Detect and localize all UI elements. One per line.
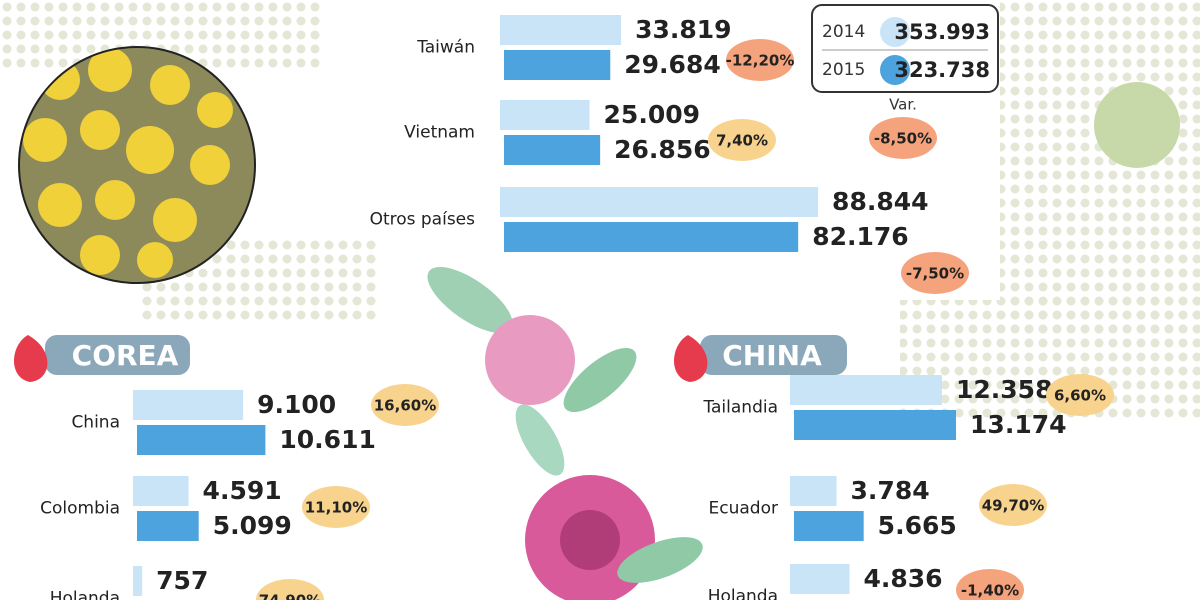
change-label: -7,50%	[906, 265, 964, 283]
category-label: Colombia	[40, 499, 120, 519]
change-label: 6,60%	[1054, 387, 1106, 405]
legend-total: 353.993	[894, 20, 990, 44]
bar	[500, 187, 819, 217]
change-label: 11,10%	[305, 499, 367, 517]
change-label: 7,40%	[716, 132, 768, 150]
flower-illustration	[427, 266, 703, 600]
bar	[500, 100, 590, 130]
map-background	[0, 0, 1200, 420]
value-label: 26.856	[614, 135, 710, 164]
value-label: 4.836	[863, 564, 942, 593]
change-badge	[901, 252, 969, 294]
legend-total: 323.738	[894, 58, 990, 82]
category-label: Taiwán	[416, 38, 475, 58]
bar	[794, 410, 957, 440]
value-label: 25.009	[604, 100, 700, 129]
bar	[133, 476, 189, 506]
chart-title: COREA	[72, 339, 179, 372]
change-badge	[979, 484, 1047, 526]
value-label: 3.784	[851, 476, 930, 505]
total-change-badge	[869, 117, 937, 159]
change-label: -1,40%	[961, 582, 1019, 600]
bar	[794, 511, 864, 541]
var-title: Var.	[889, 96, 917, 114]
change-badge	[371, 384, 439, 426]
value-label: 82.176	[812, 222, 908, 251]
value-label: 88.844	[832, 187, 928, 216]
change-label: 49,70%	[982, 497, 1044, 515]
legend-label: 2015	[822, 60, 865, 80]
value-label: 33.819	[635, 15, 731, 44]
category-label: Holanda	[50, 589, 120, 600]
bar	[500, 15, 622, 45]
category-label: China	[71, 413, 120, 433]
bar	[790, 375, 943, 405]
category-label: Vietnam	[404, 123, 475, 143]
legend-swatch	[880, 17, 910, 47]
legend: 2014 353.993 2015 323.738 Var. -8,50%	[811, 4, 999, 159]
bar	[133, 566, 143, 596]
category-label: Ecuador	[709, 499, 778, 519]
value-label: 757	[156, 566, 208, 595]
bar	[790, 564, 850, 594]
bar	[504, 135, 601, 165]
value-label: 29.684	[624, 50, 720, 79]
change-badge	[302, 486, 370, 528]
total-change: -8,50%	[874, 130, 932, 148]
bar	[504, 50, 611, 80]
category-label: Otros países	[370, 210, 476, 230]
bar	[137, 511, 199, 541]
change-badge	[256, 579, 324, 600]
legend-swatch	[880, 55, 910, 85]
category-label: Tailandia	[702, 398, 778, 418]
headers: COREA CHINA	[14, 335, 847, 382]
category-label: Holanda	[708, 587, 778, 600]
change-label: -12,20%	[726, 52, 795, 70]
bar	[137, 425, 266, 455]
value-label: 4.591	[203, 476, 282, 505]
change-badge	[956, 569, 1024, 600]
bar	[790, 476, 837, 506]
value-label: 5.665	[878, 511, 957, 540]
value-label: 12.358	[956, 375, 1052, 404]
value-label: 13.174	[970, 410, 1066, 439]
bar	[133, 390, 244, 420]
chart-title: CHINA	[722, 339, 822, 372]
flower-photo	[18, 46, 256, 284]
change-label: 74,90%	[259, 592, 321, 600]
change-label: 16,60%	[374, 397, 436, 415]
value-label: 5.099	[213, 511, 292, 540]
change-badge	[708, 119, 776, 161]
bar	[504, 222, 799, 252]
legend-label: 2014	[822, 22, 865, 42]
change-badge	[1046, 374, 1114, 416]
value-label: 9.100	[257, 390, 336, 419]
change-badge	[726, 39, 794, 81]
value-label: 10.611	[279, 425, 375, 454]
